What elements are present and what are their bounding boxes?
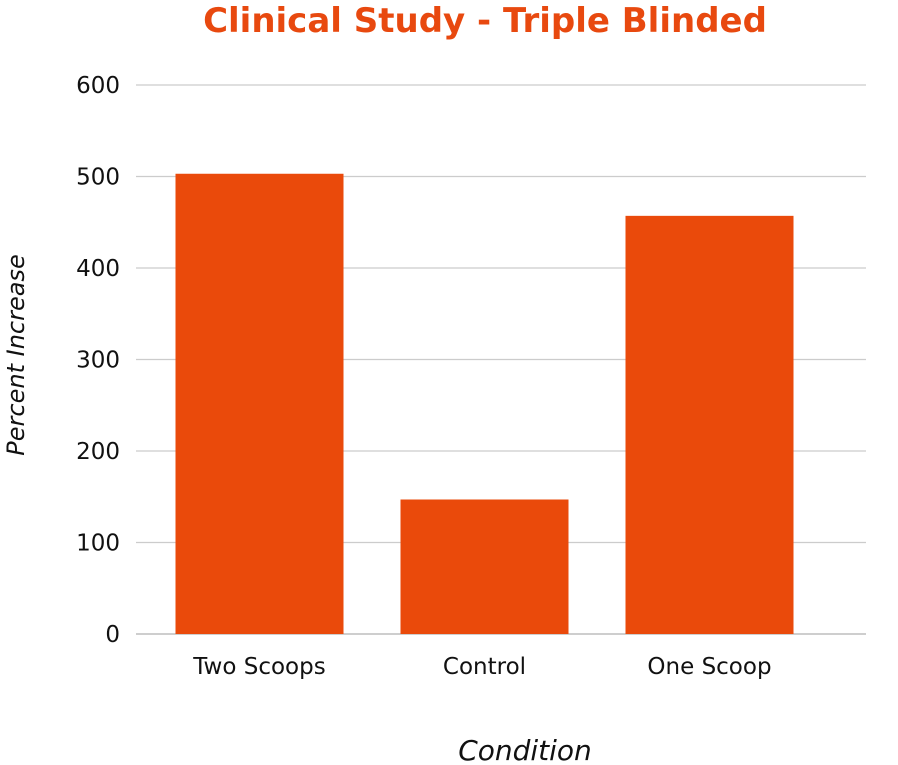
y-axis-title: Percent Increase: [2, 254, 30, 455]
x-tick-label-two-scoops: Two Scoops: [192, 654, 325, 680]
y-tick-label-300: 300: [76, 348, 120, 374]
y-tick-label-200: 200: [76, 439, 120, 465]
x-tick-label-control: Control: [443, 654, 526, 680]
bar-control: [400, 499, 569, 634]
x-axis-ticks: Two Scoops Control One Scoop: [192, 654, 771, 680]
y-tick-label-100: 100: [76, 531, 120, 557]
y-tick-label-400: 400: [76, 256, 120, 282]
y-tick-label-0: 0: [105, 622, 120, 648]
bars: [175, 173, 794, 634]
x-tick-label-one-scoop: One Scoop: [647, 654, 771, 680]
y-tick-label-500: 500: [76, 165, 120, 191]
bar-one-scoop: [625, 215, 794, 634]
y-axis-ticks: 0 100 200 300 400 500 600: [76, 73, 120, 648]
bar-two-scoops: [175, 173, 344, 634]
chart-title: Clinical Study - Triple Blinded: [203, 1, 767, 41]
x-axis-title: Condition: [458, 734, 592, 765]
y-tick-label-600: 600: [76, 73, 120, 99]
